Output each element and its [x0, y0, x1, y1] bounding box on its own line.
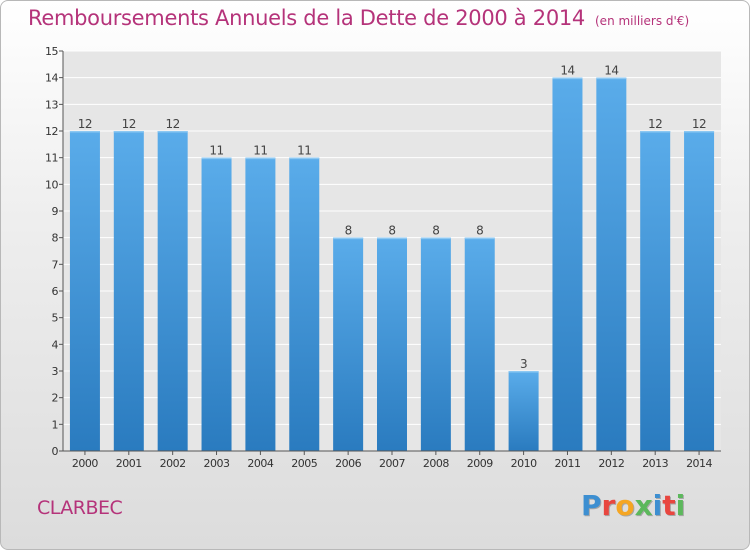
bar-2008 [420, 237, 451, 451]
bar-2011 [552, 77, 583, 452]
logo-letter: x [634, 489, 653, 522]
x-tick-label: 2006 [335, 457, 361, 470]
x-tick-label: 2001 [116, 457, 142, 470]
bar-highlight [684, 131, 715, 133]
bar-highlight [201, 157, 232, 160]
bar-2000 [69, 131, 100, 451]
x-tick-label: 2000 [72, 457, 98, 470]
data-label: 14 [604, 64, 618, 78]
logo-letter: o [615, 489, 635, 522]
x-tick-label: 2007 [379, 457, 405, 470]
data-label: 11 [253, 144, 267, 158]
x-tick-label: 2003 [204, 457, 230, 470]
data-label: 12 [692, 117, 706, 131]
y-tick-label: 8 [52, 232, 59, 245]
bar-highlight [245, 157, 276, 160]
y-tick-label: 11 [45, 152, 58, 165]
data-label: 8 [388, 224, 395, 238]
y-tick-label: 2 [52, 392, 59, 405]
data-label: 8 [345, 224, 352, 238]
bar-2009 [464, 237, 495, 451]
data-label: 3 [520, 357, 527, 371]
bar-highlight [113, 131, 144, 133]
y-tick-label: 5 [52, 312, 59, 325]
y-tick-label: 12 [45, 125, 58, 138]
bar-highlight [157, 131, 188, 133]
bar-highlight [552, 77, 583, 80]
x-tick-label: 2011 [554, 457, 580, 470]
y-tick-label: 15 [45, 45, 58, 58]
y-tick-label: 0 [52, 445, 59, 458]
bar-highlight [69, 131, 100, 133]
x-tick-label: 2008 [423, 457, 449, 470]
y-tick-label: 6 [52, 285, 59, 298]
commune-name: CLARBEC [37, 497, 123, 519]
bar-highlight [640, 131, 671, 133]
bar-2012 [596, 77, 627, 452]
data-label: 14 [560, 64, 574, 78]
bar-highlight [464, 237, 495, 240]
chart-title: Remboursements Annuels de la Dette de 20… [28, 6, 585, 30]
chart-title-row: Remboursements Annuels de la Dette de 20… [28, 6, 689, 30]
logo-letter: P [581, 489, 602, 522]
bar-highlight [596, 77, 627, 80]
x-tick-label: 2013 [642, 457, 668, 470]
bar-2001 [113, 131, 144, 451]
y-tick-label: 1 [52, 418, 59, 431]
y-tick-label: 4 [52, 338, 59, 351]
x-tick-label: 2005 [291, 457, 317, 470]
bar-2002 [157, 131, 188, 451]
logo-letter: r [601, 489, 616, 522]
bars: 12 12 12 11 11 11 8 8 8 8 3 14 14 12 12 [69, 64, 715, 452]
logo-letter: t [662, 489, 676, 522]
bar-highlight [508, 371, 539, 373]
x-tick-label: 2004 [247, 457, 273, 470]
y-tick-label: 3 [52, 365, 59, 378]
proxiti-logo[interactable]: Proxiti [581, 489, 685, 522]
x-tick-label: 2014 [686, 457, 712, 470]
x-tick-label: 2009 [467, 457, 493, 470]
data-label: 11 [297, 144, 311, 158]
data-label: 8 [432, 224, 439, 238]
bar-2010 [508, 371, 539, 451]
x-tick-label: 2012 [598, 457, 624, 470]
y-tick-label: 13 [45, 98, 58, 111]
logo-letter: i [675, 489, 686, 522]
y-tick-label: 9 [52, 205, 59, 218]
bar-highlight [333, 237, 364, 240]
y-tick-label: 14 [45, 72, 58, 85]
data-label: 12 [648, 117, 662, 131]
y-tick-label: 10 [45, 178, 58, 191]
unit-note: (en milliers d'€) [595, 14, 690, 28]
bar-2004 [245, 157, 276, 451]
bar-highlight [289, 157, 320, 160]
bar-highlight [420, 237, 451, 240]
x-tick-label: 2010 [511, 457, 537, 470]
bar-2005 [289, 157, 320, 451]
data-label: 12 [78, 117, 92, 131]
logo-letter: i [652, 489, 663, 522]
bar-2014 [684, 131, 715, 451]
x-tick-label: 2002 [160, 457, 186, 470]
data-label: 11 [209, 144, 223, 158]
data-label: 8 [476, 224, 483, 238]
bar-2003 [201, 157, 232, 451]
data-label: 12 [166, 117, 180, 131]
y-tick-label: 7 [52, 258, 59, 271]
bar-highlight [377, 237, 407, 240]
bar-2007 [377, 237, 407, 451]
data-label: 12 [122, 117, 136, 131]
bar-2006 [333, 237, 364, 451]
bar-2013 [640, 131, 671, 451]
